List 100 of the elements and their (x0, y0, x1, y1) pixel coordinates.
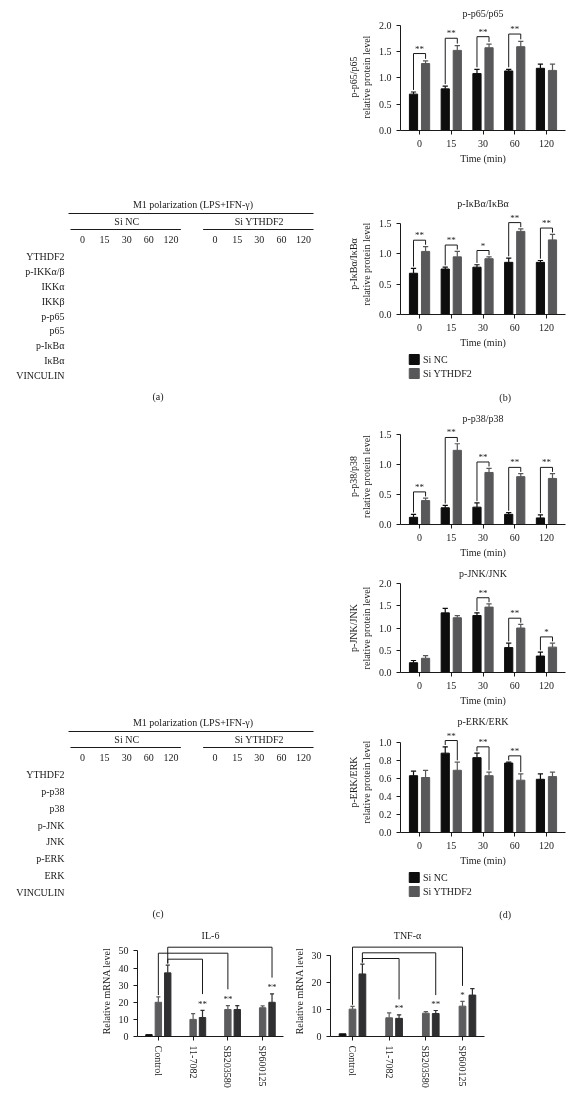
y-tick-label: 1.5 (379, 600, 392, 612)
category-label: p-IKKα/β (25, 265, 65, 277)
x-tick-label: 0 (417, 321, 423, 333)
annotation: ** (478, 587, 488, 598)
x-axis-title: Time (min) (460, 694, 506, 707)
y-axis-title: Relative mRNA level (100, 948, 112, 1035)
y-tick-label: 30 (311, 949, 322, 961)
bar (472, 73, 482, 131)
bar (472, 266, 482, 315)
category-label: 60 (143, 752, 154, 763)
bar (504, 70, 514, 131)
legend-label: Si NC (423, 354, 449, 365)
x-tick-label: 15 (446, 137, 457, 149)
category-label: YTHDF2 (26, 769, 65, 780)
annotation: ** (223, 993, 233, 1004)
bar (189, 1018, 197, 1037)
bar (258, 1007, 267, 1037)
category-label: 60 (276, 752, 287, 763)
x-tick-label: 15 (446, 679, 457, 691)
y-tick-label: 40 (118, 962, 129, 974)
bar (452, 49, 462, 131)
x-tick-label: 30 (478, 679, 488, 691)
category-label: ERK (44, 870, 65, 882)
bar (547, 776, 558, 833)
annotation: ** (510, 457, 520, 468)
y-axis-title: Relative mRNA level (293, 948, 305, 1035)
bar (233, 1008, 241, 1037)
bar (420, 657, 431, 673)
legend-label: Si NC (423, 872, 449, 883)
chart-title: p-IκBα/IκBα (457, 197, 510, 209)
bar (348, 1008, 357, 1037)
bar (408, 272, 419, 315)
bar (516, 46, 526, 131)
category-label: 0 (212, 752, 218, 763)
annotation: ** (541, 457, 552, 468)
x-tick-label: 15 (446, 839, 457, 851)
bar (535, 778, 546, 833)
y-tick-label: 10 (118, 1013, 129, 1025)
bar (547, 646, 558, 673)
bar (535, 67, 546, 131)
category-label: JNK (46, 836, 65, 848)
y-axis-title: p-ERK/ERK relative protein level (347, 740, 372, 824)
x-tick-label: 120 (538, 679, 554, 691)
text: M1 polarization (LPS+IFN-γ) (132, 717, 254, 729)
category-label: 0 (80, 234, 85, 245)
annotation: ** (478, 736, 488, 747)
x-tick-label: 11-7082 (383, 1045, 395, 1079)
text: (a) (152, 391, 164, 403)
x-tick-label: 30 (478, 137, 488, 149)
x-tick-label: 120 (538, 839, 554, 851)
text: Si YTHDF2 (234, 216, 284, 227)
y-tick-label: 20 (118, 996, 129, 1008)
x-tick-label: 120 (538, 137, 554, 149)
x-tick-label: 30 (478, 531, 488, 543)
annotation: ** (446, 427, 457, 438)
x-axis-title: Time (min) (460, 854, 506, 867)
bar (547, 239, 558, 315)
annotation: ** (510, 24, 520, 35)
bar (420, 63, 431, 131)
category-label: p-JNK (37, 819, 65, 831)
category-label: p-IκBα (35, 340, 65, 352)
y-tick-label: 0 (123, 1031, 129, 1042)
y-tick-label: 1.5 (379, 429, 392, 441)
annotation: ** (541, 218, 552, 229)
bar (408, 516, 419, 525)
x-tick-label: SP600125 (257, 1045, 269, 1087)
y-tick-label: 0.5 (379, 644, 392, 656)
bar (516, 230, 526, 315)
x-tick-label: SB203580 (222, 1045, 234, 1088)
y-tick-label: 2.0 (379, 19, 392, 31)
category-label: YTHDF2 (26, 251, 65, 262)
annotation: ** (267, 982, 278, 993)
text: (d) (499, 909, 512, 921)
y-tick-label: 1.0 (379, 248, 392, 260)
category-label: 15 (232, 234, 243, 245)
category-label: VINCULIN (16, 887, 65, 898)
chart-title: p-ERK/ERK (457, 715, 510, 727)
category-label: 120 (296, 234, 311, 245)
x-tick-label: 0 (417, 531, 423, 543)
x-tick-label: 60 (509, 531, 520, 543)
x-tick-label: Control (347, 1045, 358, 1077)
y-axis-title: p-IκBα/IκBα relative protein level (347, 222, 372, 306)
bar (154, 1001, 163, 1037)
bar (504, 513, 514, 525)
annotation: ** (510, 608, 520, 619)
x-axis-title: Time (min) (460, 546, 506, 559)
text: Si NC (114, 734, 140, 745)
bar (516, 476, 526, 525)
bar (408, 93, 419, 131)
annotation: * (480, 240, 486, 251)
x-tick-label: 15 (446, 321, 457, 333)
x-tick-label: 15 (446, 531, 457, 543)
y-axis-title: p-JNK/JNK relative protein level (347, 586, 372, 670)
bar (420, 250, 431, 315)
annotation: ** (198, 998, 208, 1009)
y-tick-label: 30 (118, 979, 129, 991)
text: M1 polarization (LPS+IFN-γ) (132, 199, 254, 211)
bar (408, 662, 419, 673)
y-tick-label: 0.8 (379, 754, 392, 766)
bar (516, 627, 526, 673)
